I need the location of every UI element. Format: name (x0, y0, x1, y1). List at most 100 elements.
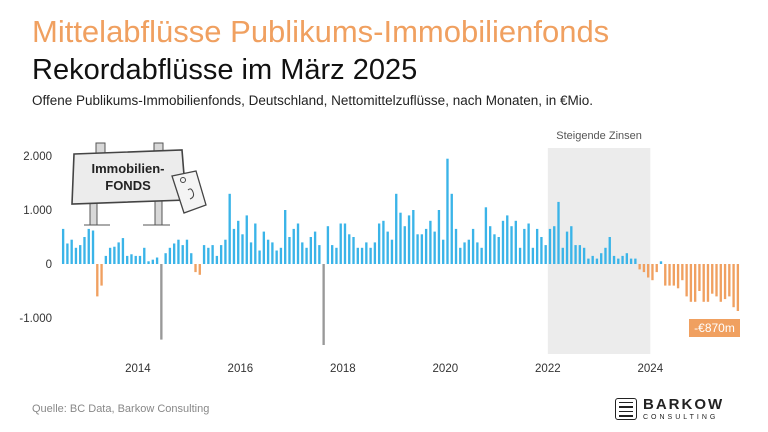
bar (155, 257, 159, 264)
bar (61, 228, 65, 264)
bar (241, 234, 244, 264)
bar (493, 234, 496, 264)
shaded-region-layer: Steigende Zinsen (547, 130, 651, 354)
bar (476, 242, 479, 264)
bar (446, 158, 449, 264)
bar (224, 239, 227, 264)
bar (190, 253, 193, 264)
bar (655, 264, 658, 273)
bar (130, 254, 133, 264)
bar (181, 245, 184, 264)
bar (373, 242, 377, 264)
bar (237, 220, 240, 264)
bar (621, 255, 624, 264)
bar (497, 237, 500, 264)
bar (104, 255, 108, 264)
bar (723, 264, 727, 300)
bar (326, 226, 330, 264)
bar (296, 223, 300, 264)
logo-sub-text: CONSULTING (643, 414, 719, 421)
bar (262, 231, 266, 264)
bar (382, 220, 385, 264)
bar (360, 247, 364, 264)
bar (471, 228, 475, 264)
price-tag-icon (171, 170, 207, 214)
bar (211, 245, 214, 264)
x-tick-label: 2022 (535, 363, 561, 375)
bar (164, 253, 167, 264)
chart-title: Mittelabflüsse Publikums-Immobilienfonds (32, 14, 610, 49)
bar (510, 226, 513, 264)
y-tick-label: -1.000 (19, 313, 52, 325)
bar (600, 253, 603, 264)
bar (629, 258, 633, 264)
bar (608, 237, 611, 264)
bar (377, 223, 381, 264)
bar (659, 261, 663, 264)
bar (548, 228, 552, 264)
bar (271, 242, 274, 264)
bar (138, 255, 142, 264)
shaded-region (547, 148, 651, 354)
bar (540, 237, 543, 264)
bar (305, 247, 308, 264)
bar (638, 264, 641, 270)
bar (313, 231, 317, 264)
bar (232, 228, 236, 264)
bar (429, 220, 432, 264)
y-tick-label: 2.000 (23, 151, 52, 163)
bar (335, 247, 338, 264)
source-note: Quelle: BC Data, Barkow Consulting (32, 403, 210, 415)
bar (454, 228, 458, 264)
bar (74, 247, 78, 264)
bar (544, 245, 547, 264)
immobilienfonds-sign: Immobilien- FONDS (71, 142, 207, 226)
bar (121, 238, 125, 264)
x-tick-label: 2018 (330, 363, 356, 375)
price-tag-hole-icon (180, 177, 186, 183)
bar (249, 242, 253, 264)
bar (484, 207, 488, 264)
bar (557, 201, 560, 264)
bar (574, 245, 577, 264)
bar (416, 234, 419, 264)
bar (100, 264, 103, 286)
x-tick-label: 2020 (433, 363, 459, 375)
bar (365, 242, 368, 264)
bar (117, 242, 120, 264)
bar (685, 264, 688, 297)
bar (489, 226, 492, 264)
bar (147, 261, 150, 264)
chart-headline: Rekordabflüsse im März 2025 (32, 54, 418, 86)
barkow-logo: BARKOW CONSULTING (615, 396, 724, 422)
bar (642, 264, 646, 273)
last-value-badge (689, 319, 740, 337)
bar (527, 223, 530, 264)
bar (523, 228, 526, 264)
sign-text-line2: FONDS (105, 178, 151, 193)
logo-lines-icon (615, 398, 637, 420)
bar (318, 245, 321, 264)
bar (706, 264, 710, 302)
bar (651, 264, 654, 281)
bar (518, 247, 522, 264)
bar (70, 239, 73, 264)
bar (134, 255, 137, 264)
bar (96, 264, 99, 297)
bar (531, 247, 535, 264)
bar (168, 247, 172, 264)
bar (647, 264, 650, 278)
bar (108, 247, 112, 264)
last-value-label: -€870m (694, 321, 735, 335)
bar (284, 210, 287, 264)
bar (254, 223, 257, 264)
bar (672, 264, 675, 286)
bar (390, 239, 394, 264)
bar (79, 245, 82, 264)
bar (617, 258, 620, 264)
bar (207, 247, 210, 264)
bar (693, 264, 697, 302)
bar (728, 264, 731, 297)
bar (172, 243, 176, 264)
bar (219, 245, 223, 264)
